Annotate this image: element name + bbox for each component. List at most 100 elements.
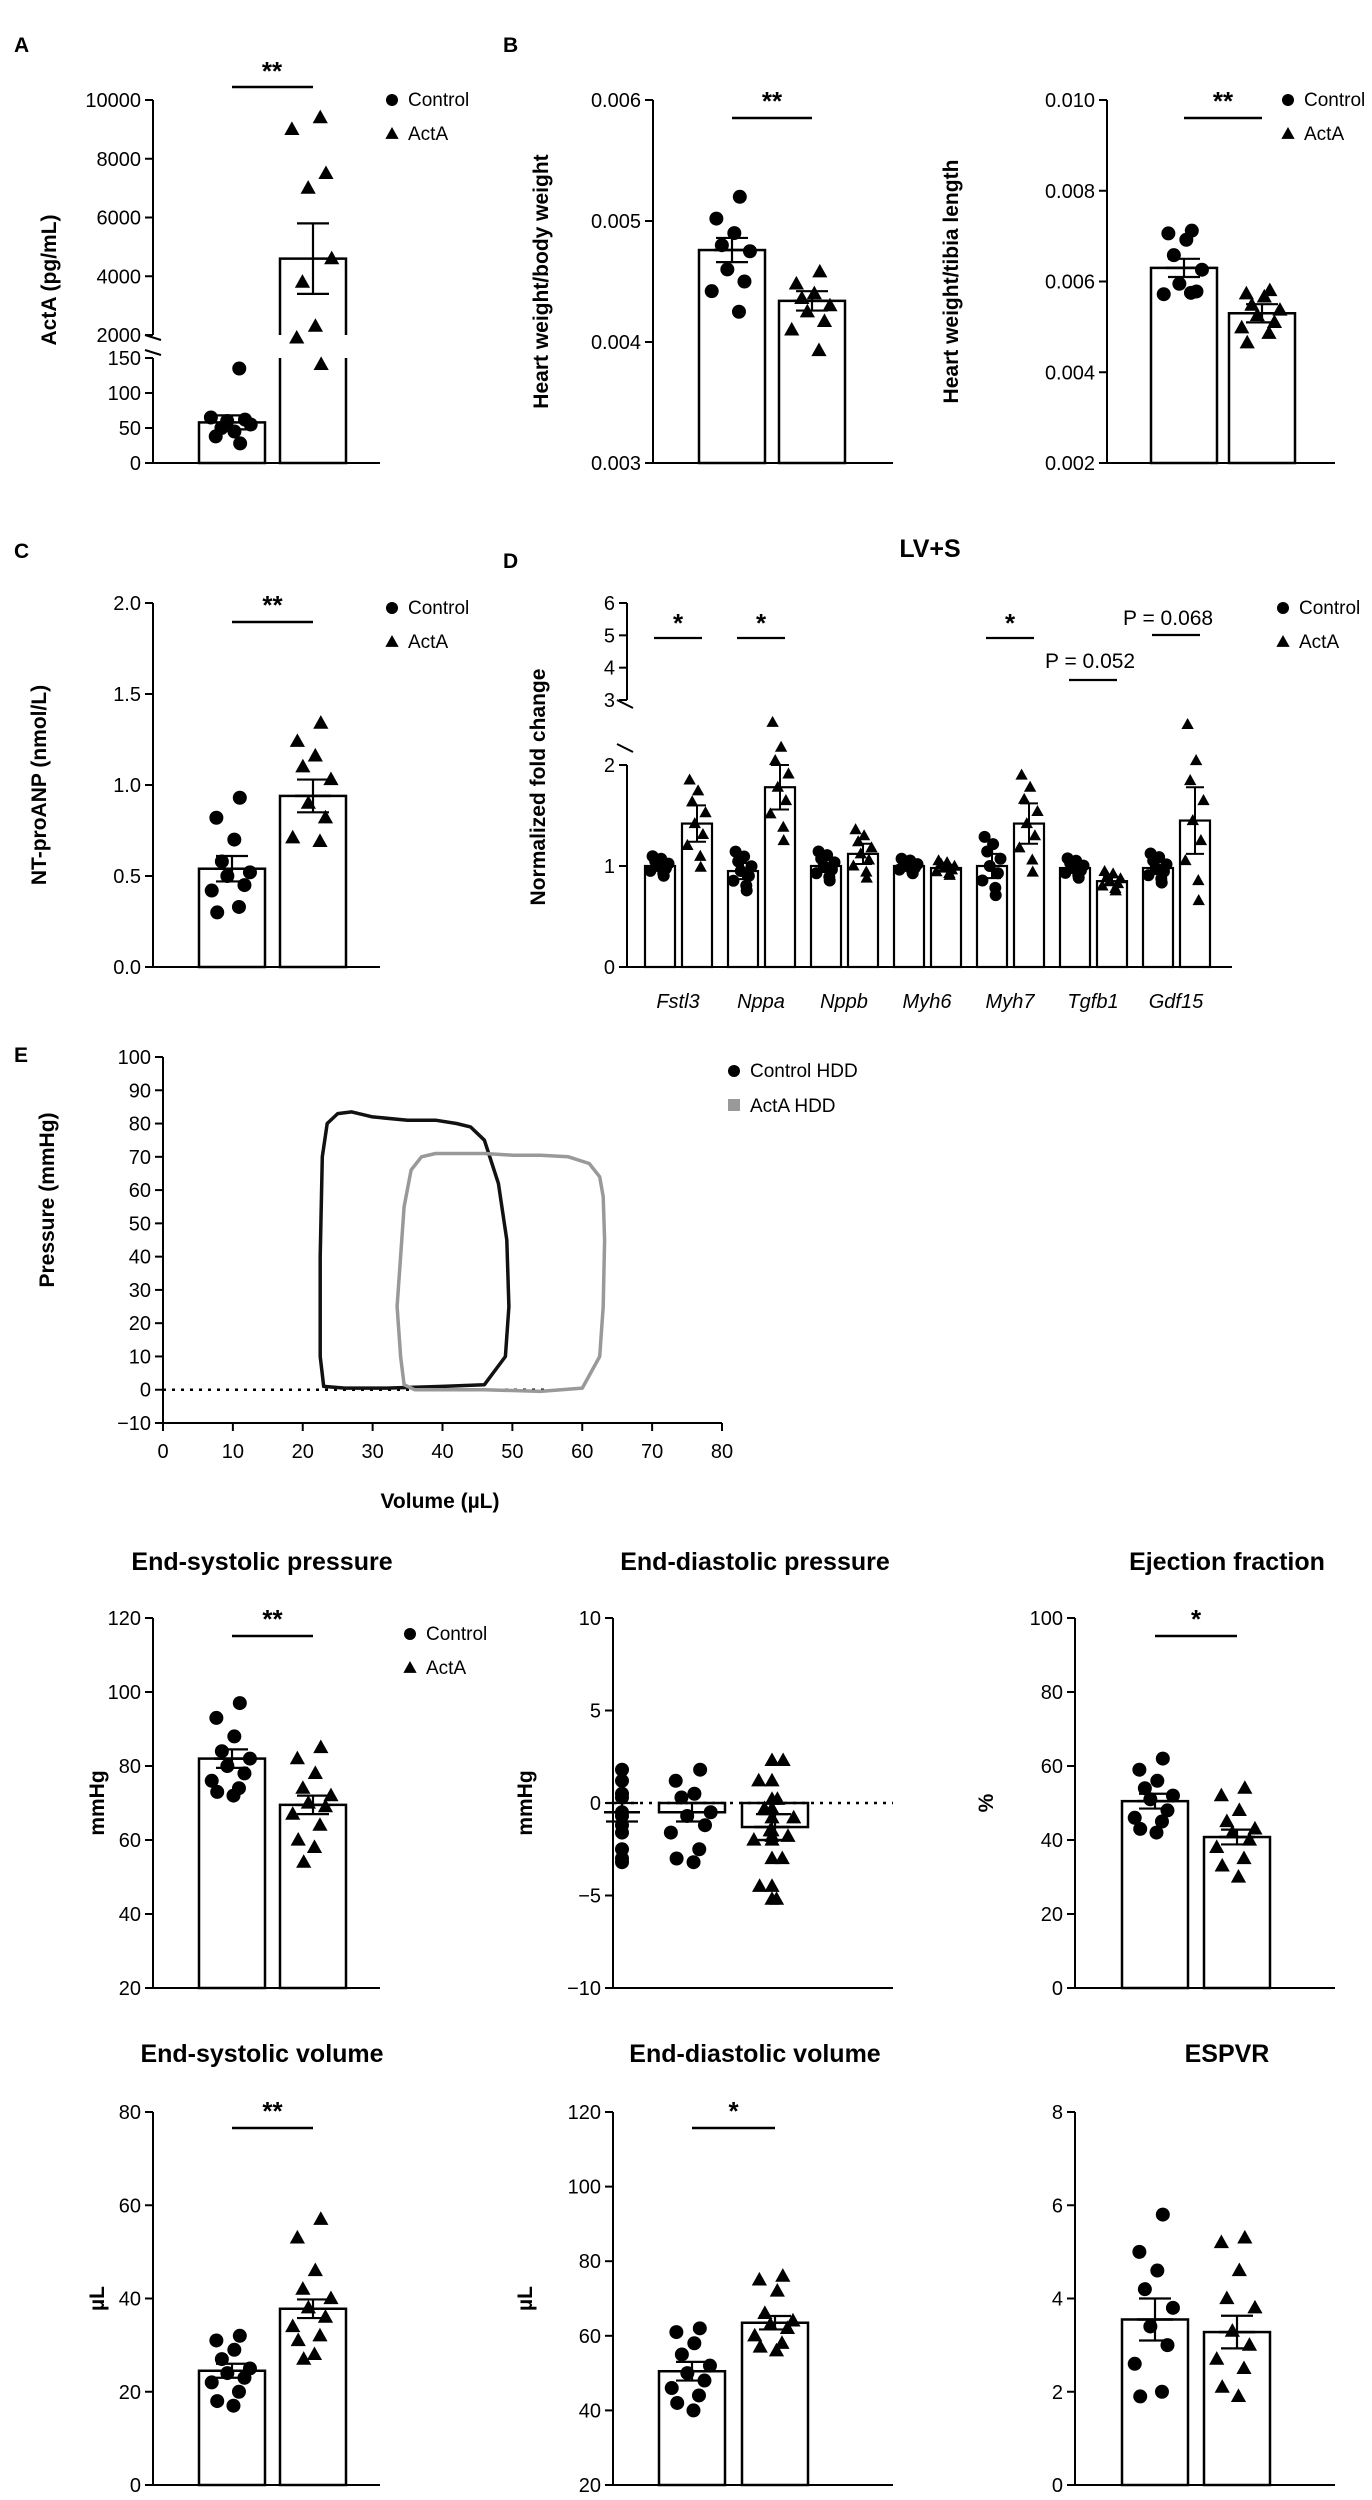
y-tick-label: 0.010 (1045, 90, 1095, 112)
data-point-control (691, 2388, 706, 2403)
data-point-acta (1018, 792, 1031, 804)
data-point-acta (752, 2338, 768, 2353)
data-point-acta (307, 2262, 323, 2277)
data-point-acta (1020, 817, 1033, 829)
data-point-acta (694, 860, 707, 872)
y-tick-label: 20 (129, 1313, 151, 1335)
y-tick-label: 10000 (85, 90, 141, 112)
y-tick-label: 0.006 (591, 90, 641, 112)
data-point-acta (1256, 288, 1272, 303)
bar-nppb-acta (846, 852, 880, 969)
data-point-acta (313, 715, 329, 729)
data-point-acta (774, 2335, 790, 2349)
panel-title: LV+S (899, 535, 960, 563)
y-tick-label: 2 (1052, 2382, 1063, 2404)
x-tick-label: 50 (501, 1441, 523, 1463)
data-point-acta (757, 2305, 773, 2320)
data-point-control (1137, 2282, 1152, 2297)
data-point-acta (1192, 894, 1205, 906)
y-tick-label: 0 (604, 957, 615, 979)
data-point-acta (860, 871, 873, 883)
panel-label: A (14, 34, 29, 57)
y-tick-label: 30 (129, 1280, 151, 1302)
data-point-acta (317, 809, 334, 824)
data-point-control (231, 899, 246, 914)
data-point-acta (1189, 754, 1203, 766)
gene-label: Fstl3 (656, 991, 699, 1013)
significance-marker: * (673, 608, 684, 638)
x-tick-label: 80 (711, 1441, 733, 1463)
y-axis-title: µL (86, 2286, 109, 2311)
data-point-control (1156, 287, 1171, 302)
y-tick-label: 5 (590, 1701, 601, 1723)
data-point-control (978, 830, 991, 843)
data-point-acta (312, 109, 328, 124)
y-axis-title: Pressure (mmHg) (36, 1112, 59, 1287)
data-point-control (687, 1786, 702, 1801)
y-tick-label: 20 (119, 2382, 141, 2404)
legend-label: ActA (408, 124, 448, 145)
data-point-acta (307, 1765, 323, 1779)
data-point-control (727, 874, 740, 887)
data-point-acta (774, 740, 788, 752)
data-point-acta (1247, 1820, 1263, 1835)
data-point-control (1165, 1788, 1180, 1803)
data-point-control (1160, 2338, 1175, 2353)
data-point-acta (290, 1832, 306, 1846)
data-point-acta (780, 1828, 796, 1842)
data-point-acta (777, 820, 790, 832)
significance-marker: * (1005, 608, 1016, 638)
pv-loop-control (318, 1110, 511, 1390)
data-point-control (237, 412, 252, 427)
x-tick-label: 0 (157, 1441, 168, 1463)
data-point-control (220, 1759, 235, 1773)
y-axis-title: % (975, 1793, 998, 1812)
data-point-acta (696, 827, 710, 840)
data-point-acta (1023, 780, 1037, 792)
data-point-acta (317, 2309, 334, 2323)
y-tick-label: 0 (140, 1380, 151, 1402)
data-point-acta (1181, 718, 1194, 730)
data-point-control (994, 852, 1007, 865)
data-point-control (214, 854, 229, 869)
y-tick-label: 0 (130, 453, 141, 475)
data-point-acta (1224, 2323, 1240, 2337)
legend-label: Control (408, 598, 469, 619)
data-point-control (1127, 1810, 1142, 1825)
bar-acta (278, 794, 348, 969)
data-point-acta (849, 823, 862, 835)
data-point-acta (307, 747, 323, 762)
y-tick-label: 6000 (97, 208, 142, 230)
data-point-acta (699, 806, 712, 818)
y-tick-label: 60 (119, 1830, 141, 1852)
y-tick-label: 2.0 (113, 593, 141, 615)
data-point-acta (313, 1739, 329, 1754)
data-point-control (697, 1818, 712, 1833)
data-point-acta (777, 834, 790, 846)
data-point-control (893, 863, 906, 876)
data-point-acta (300, 795, 316, 809)
y-tick-label: 0.002 (1045, 453, 1095, 475)
significance-marker: ** (262, 1604, 283, 1634)
data-point-acta (1244, 297, 1260, 311)
data-point-acta (1096, 879, 1109, 891)
data-point-control (709, 211, 724, 226)
data-point-control (680, 2366, 695, 2381)
data-point-control (226, 1788, 241, 1803)
y-tick-label: 10 (129, 1346, 151, 1368)
y-axis-title: NT-proANP (nmol/L) (28, 685, 51, 885)
data-point-acta (854, 847, 867, 859)
data-point-acta (691, 784, 705, 796)
panel-label: B (503, 34, 518, 57)
y-tick-label: 20 (579, 2475, 601, 2497)
data-point-control (704, 284, 719, 299)
data-point-control (720, 262, 735, 277)
data-point-acta (779, 794, 793, 806)
data-point-acta (296, 1854, 312, 1868)
data-point-acta (762, 2316, 778, 2331)
data-point-acta (764, 1772, 780, 1787)
data-point-acta (1109, 881, 1122, 893)
y-tick-label: 40 (119, 2289, 141, 2311)
data-point-acta (822, 297, 838, 312)
data-point-control (204, 2375, 219, 2390)
